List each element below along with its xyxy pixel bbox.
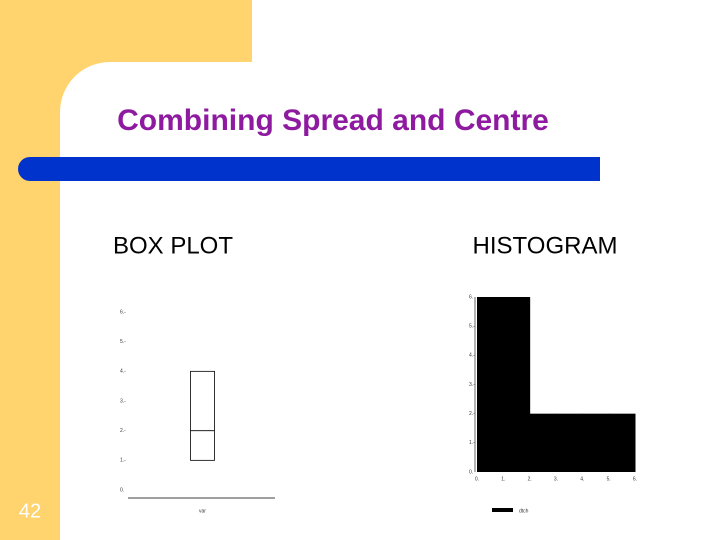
y-tick-label: 5.- [120,339,126,345]
x-tick-label: 1. [501,476,505,482]
side-band [0,0,60,540]
histogram-bar [529,413,557,472]
y-tick-label: 5.- [469,323,475,329]
legend-swatch [492,508,513,512]
histogram-bar [477,297,504,472]
y-tick-label: 2.- [120,428,126,434]
y-tick-label: 3.- [469,382,475,388]
slide-title: Combining Spread and Centre [117,104,549,137]
y-tick-label: 3.- [120,398,126,404]
x-tick-label: 2. [528,476,532,482]
histogram-bar [503,297,531,472]
y-tick-label: 0. [469,469,473,475]
title-bar-body [40,157,600,181]
y-tick-label: 1.- [120,458,126,464]
histogram-bar [556,413,583,472]
chart-title: BOX PLOT [113,232,233,259]
histogram-bar [582,413,610,472]
y-tick-label: 1.- [469,440,475,446]
y-tick-label: 2.- [469,411,475,417]
slide-number: 42 [19,500,41,522]
legend-label: dtch [519,508,529,514]
y-tick-label: 0. [120,487,124,493]
x-tick-label: 4. [580,476,584,482]
histogram-bar [608,413,636,472]
x-tick-label: var [199,508,206,514]
x-tick-label: 6. [633,476,637,482]
box [190,370,215,461]
x-tick-label: 0. [475,476,479,482]
corner-curve [60,62,110,112]
y-tick-label: 4.- [120,369,126,375]
y-tick-label: 6.- [120,309,126,315]
chart-title: HISTOGRAM [473,232,618,259]
y-tick-label: 4.- [469,353,475,359]
x-tick-label: 3. [554,476,558,482]
x-tick-label: 5. [607,476,611,482]
y-tick-label: 6. [469,294,473,300]
